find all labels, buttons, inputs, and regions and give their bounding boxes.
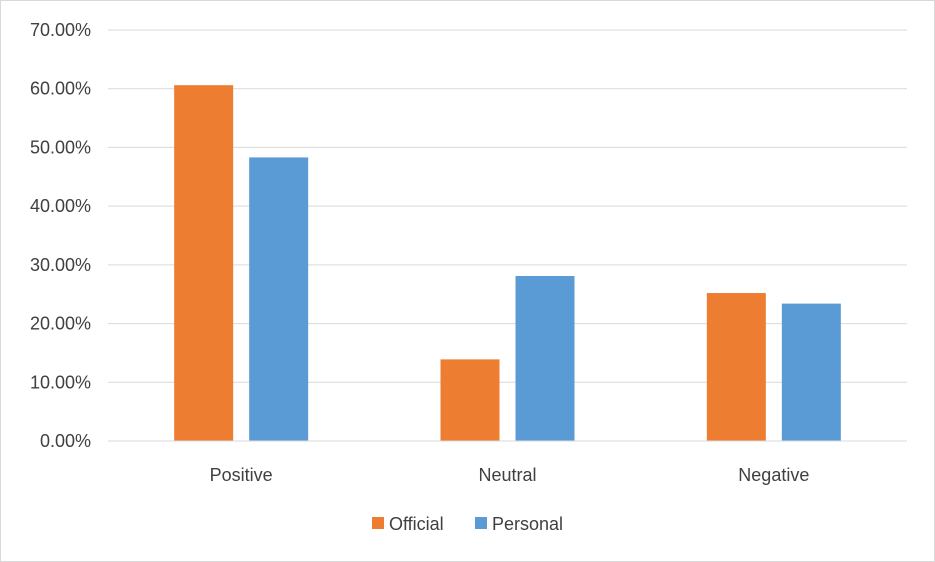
legend-label-personal: Personal xyxy=(492,514,563,534)
y-tick-label: 70.00% xyxy=(30,20,91,40)
bar-personal-negative xyxy=(781,303,841,441)
y-axis-tick-labels: 0.00% 10.00% 20.00% 30.00% 40.00% 50.00% 60.00… xyxy=(30,20,91,451)
y-tick-label: 50.00% xyxy=(30,137,91,157)
x-tick-label: Positive xyxy=(210,465,273,485)
y-tick-label: 30.00% xyxy=(30,255,91,275)
bar-official-neutral xyxy=(440,359,500,441)
x-tick-label: Negative xyxy=(738,465,809,485)
y-tick-label: 10.00% xyxy=(30,372,91,392)
x-tick-label: Neutral xyxy=(478,465,536,485)
x-axis-tick-labels: Positive Neutral Negative xyxy=(210,465,810,485)
bars xyxy=(174,85,841,441)
bar-personal-neutral xyxy=(515,276,575,441)
legend-swatch-personal xyxy=(475,517,487,529)
bar-personal-positive xyxy=(249,157,309,441)
y-tick-label: 0.00% xyxy=(40,431,91,451)
legend-label-official: Official xyxy=(389,514,444,534)
legend: Official Personal xyxy=(372,514,563,534)
bar-official-negative xyxy=(706,293,766,441)
y-tick-label: 20.00% xyxy=(30,314,91,334)
gridlines xyxy=(108,29,907,383)
y-tick-label: 60.00% xyxy=(30,79,91,99)
y-tick-label: 40.00% xyxy=(30,196,91,216)
bar-official-positive xyxy=(174,85,234,441)
legend-swatch-official xyxy=(372,517,384,529)
